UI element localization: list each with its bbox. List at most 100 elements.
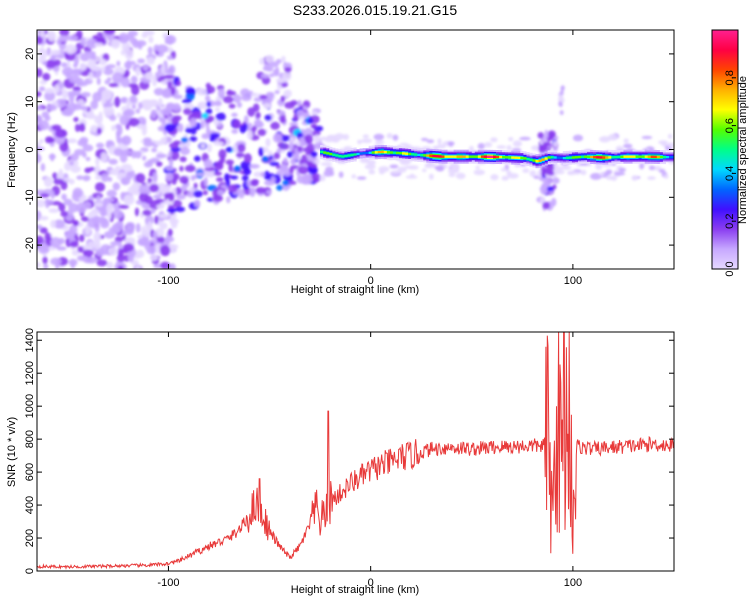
heatmap-cell (50, 237, 62, 248)
heatmap-cell (556, 156, 560, 159)
heatmap-cell (623, 155, 627, 158)
heatmap-cell (44, 115, 51, 121)
heatmap-cell (392, 151, 397, 154)
heatmap-cell (165, 172, 174, 182)
heatmap-cell (165, 166, 175, 171)
heatmap-cell (213, 141, 225, 146)
heatmap-cell (70, 165, 81, 173)
heatmap-cell (79, 234, 85, 242)
heatmap-cell (654, 165, 662, 171)
heatmap-cell (135, 108, 141, 114)
heatmap-cell (529, 158, 533, 161)
heatmap-cell (78, 196, 85, 202)
heatmap-cell (37, 142, 41, 147)
heatmap-cell (127, 83, 138, 88)
heatmap-cell (490, 174, 499, 181)
heatmap-cell (273, 152, 281, 160)
heatmap-cell (183, 107, 192, 115)
heatmap-cell (301, 106, 308, 111)
heatmap-cell (275, 78, 286, 84)
heatmap-cell (501, 175, 509, 181)
x-tick-label: 100 (564, 577, 582, 589)
heatmap-cell (142, 209, 152, 216)
heatmap-cell (559, 156, 563, 160)
heatmap-cell (47, 137, 56, 143)
heatmap-cell (155, 161, 163, 167)
heatmap-cell (164, 69, 172, 75)
heatmap-cell (165, 184, 171, 194)
heatmap-cell (185, 127, 193, 134)
heatmap-cell (623, 138, 629, 144)
heatmap-cell (368, 169, 376, 175)
heatmap-cell (453, 155, 457, 158)
heatmap-cell (168, 263, 176, 269)
heatmap-cell (535, 160, 539, 163)
heatmap-cell (64, 44, 77, 55)
heatmap-cell (661, 142, 667, 147)
spectrogram-y-label: Frequency (Hz) (6, 112, 18, 188)
heatmap-cell (116, 112, 123, 119)
heatmap-cell (111, 72, 124, 84)
heatmap-cell (119, 152, 128, 163)
heatmap-cell (58, 202, 66, 212)
y-tick-label: -20 (24, 237, 36, 253)
heatmap-cell (76, 81, 88, 87)
heatmap-cell (42, 61, 48, 66)
heatmap-cell (473, 169, 486, 176)
heatmap-cell (559, 110, 564, 116)
heatmap-cell (462, 155, 466, 158)
heatmap-cell (203, 176, 208, 187)
heatmap-cell (338, 171, 344, 178)
heatmap-cell (92, 216, 102, 225)
heatmap-cell (468, 155, 472, 158)
heatmap-cell (97, 36, 106, 43)
heatmap-cell (496, 145, 507, 149)
colorbar-tick-label: 0.4 (724, 166, 736, 181)
heatmap-cell (42, 72, 51, 81)
heatmap-cell (68, 75, 81, 84)
heatmap-cell (197, 101, 209, 109)
heatmap-cell (398, 151, 403, 155)
heatmap-cell (641, 155, 645, 158)
heatmap-cell (279, 117, 287, 124)
heatmap-cell (138, 102, 143, 110)
heatmap-cell (605, 175, 614, 181)
y-tick-label: 0 (24, 568, 36, 574)
heatmap-cell (366, 159, 376, 166)
heatmap-cell (141, 103, 150, 109)
heatmap-cell (114, 96, 121, 108)
heatmap-cell (611, 156, 615, 159)
heatmap-cell (490, 137, 498, 143)
heatmap-cell (144, 215, 155, 226)
heatmap-cell (620, 155, 624, 159)
heatmap-cell (152, 75, 158, 87)
snr-y-ticks: 0 200 400 600 800 1000 1200 1400 (24, 328, 674, 574)
heatmap-cell (71, 249, 80, 256)
heatmap-cell (452, 166, 460, 174)
heatmap-cell (302, 174, 313, 185)
heatmap-cell (200, 143, 206, 149)
heatmap-cell (119, 114, 129, 126)
heatmap-cell (166, 208, 177, 213)
heatmap-cell (424, 164, 434, 169)
heatmap-cell (540, 184, 549, 195)
heatmap-cell (117, 265, 124, 269)
x-tick-label: -100 (157, 577, 179, 589)
snr-y-label: SNR (10 * v/v) (6, 417, 18, 487)
heatmap-cell (499, 155, 503, 159)
heatmap-cell (127, 253, 134, 263)
heatmap-cell (37, 242, 49, 254)
heatmap-cell (596, 156, 600, 159)
y-tick-label: 10 (24, 96, 36, 108)
heatmap-cell (667, 133, 673, 139)
heatmap-cell (54, 84, 60, 94)
heatmap-cell (93, 231, 102, 243)
heatmap-cell (639, 163, 645, 170)
heatmap-cell (44, 90, 56, 102)
heatmap-cell (80, 216, 90, 222)
x-tick-label: 0 (368, 577, 374, 589)
heatmap-cell (84, 167, 92, 174)
heatmap-cell (276, 184, 284, 191)
heatmap-cell (626, 155, 630, 158)
heatmap-cell (257, 128, 267, 137)
